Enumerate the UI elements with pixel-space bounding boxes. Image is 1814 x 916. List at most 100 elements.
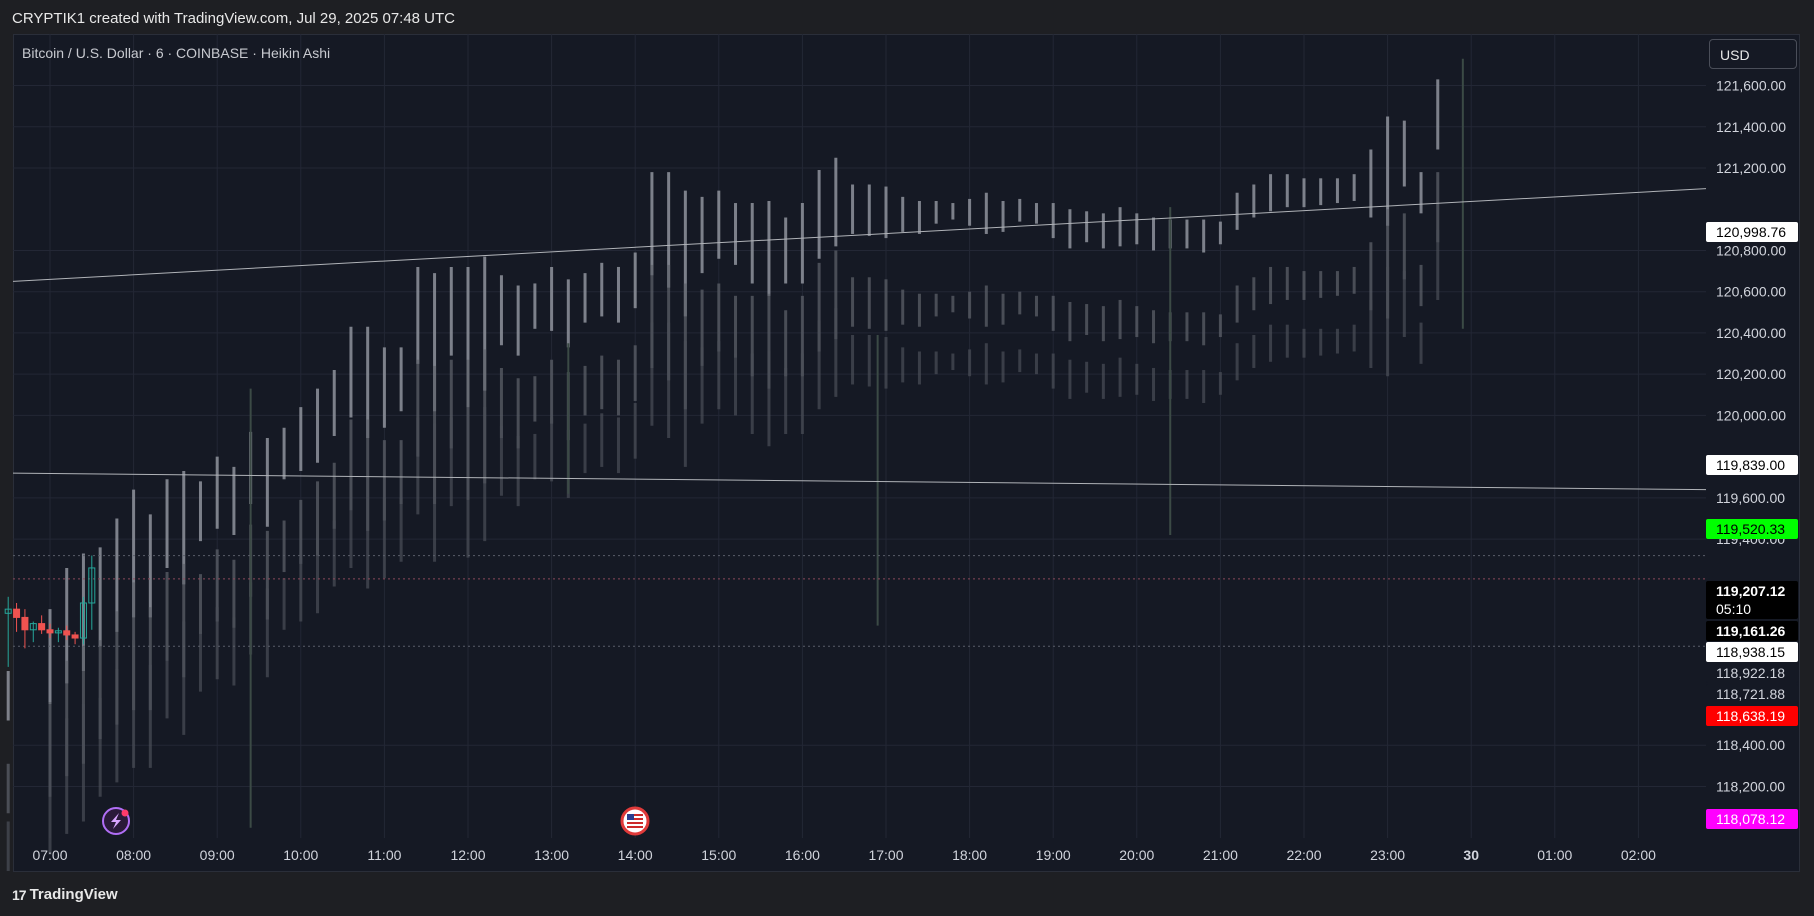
time-tick-label: 15:00 <box>701 847 736 863</box>
price-tag: 118,922.18 <box>1706 663 1798 683</box>
candle <box>46 623 54 639</box>
event-markers <box>102 806 650 836</box>
price-tag-box <box>1706 642 1798 662</box>
time-tick-label: 10:00 <box>283 847 318 863</box>
candle-body <box>54 630 62 634</box>
time-tick-label: 07:00 <box>32 847 67 863</box>
price-tick-label: 120,000.00 <box>1716 407 1786 423</box>
price-tag-box <box>1706 222 1798 242</box>
time-axis: 07:00 08:00 09:00 10:00 11:00 12:00 13:00 14:00… <box>32 847 1656 863</box>
lightning-event-icon[interactable] <box>102 807 130 835</box>
price-tick-label: 120,800.00 <box>1716 242 1786 258</box>
price-tag-box <box>1706 663 1798 683</box>
price-tag: 118,638.19 <box>1706 706 1798 726</box>
candle <box>29 621 37 643</box>
candle-body <box>88 567 96 604</box>
price-tag-label: 119,520.33 <box>1716 521 1785 537</box>
time-tick-label: 17:00 <box>868 847 903 863</box>
tradingview-logo[interactable]: 17 TradingView <box>12 886 118 903</box>
price-tick-label: 120,600.00 <box>1716 284 1786 300</box>
candle-body <box>79 602 87 639</box>
candle <box>79 596 87 645</box>
faint-wicks <box>249 58 1464 828</box>
candle-body <box>63 630 71 636</box>
price-tag-label: 118,078.12 <box>1716 811 1785 827</box>
time-tick-label: 21:00 <box>1203 847 1238 863</box>
price-tag-label: 120,998.76 <box>1716 224 1786 240</box>
symbol-title: Bitcoin / U.S. Dollar · 6 · COINBASE · H… <box>22 45 331 61</box>
price-tick-label: 119,600.00 <box>1716 490 1785 506</box>
price-tag: 118,078.12 <box>1706 809 1798 829</box>
time-tick-label: 30 <box>1463 847 1479 863</box>
price-tag: 119,161.26 <box>1706 621 1798 641</box>
candle <box>54 627 62 643</box>
candle <box>63 625 71 641</box>
time-tick-label: 20:00 <box>1119 847 1154 863</box>
price-tag: 119,520.33 <box>1706 519 1798 539</box>
trendline <box>12 472 1707 491</box>
price-tag-label: 118,638.19 <box>1716 708 1785 724</box>
price-tags: 120,998.76 119,839.00 119,520.33 119,207.12… <box>1706 222 1798 829</box>
time-tick-label: 18:00 <box>952 847 987 863</box>
price-tick-label: 118,200.00 <box>1716 778 1785 794</box>
dotted-levels <box>13 555 1706 647</box>
price-tag-box <box>1706 621 1798 641</box>
us-flag-event-icon[interactable] <box>620 806 650 836</box>
price-tag-box <box>1706 809 1798 829</box>
price-tag-box <box>1706 706 1798 726</box>
tradingview-logo-icon: 17 <box>12 886 27 903</box>
ghost-bars <box>6 79 1440 871</box>
time-tick-label: 11:00 <box>367 847 401 863</box>
price-tag: 119,839.00 <box>1706 455 1798 475</box>
attribution-text: CRYPTIK1 created with TradingView.com, J… <box>12 10 456 27</box>
time-tick-label: 09:00 <box>200 847 235 863</box>
price-tag: 120,998.76 <box>1706 222 1798 242</box>
price-tag-label: 118,922.18 <box>1716 665 1785 681</box>
candle <box>4 596 12 667</box>
chart-frame[interactable] <box>13 34 1800 872</box>
price-tag: 118,938.15 <box>1706 642 1798 662</box>
price-tag-box <box>1706 581 1798 619</box>
price-tag: 118,721.88 <box>1706 684 1798 704</box>
time-tick-label: 13:00 <box>534 847 569 863</box>
price-tick-label: 121,600.00 <box>1716 78 1786 94</box>
price-tick-label: 120,200.00 <box>1716 366 1786 382</box>
price-tag-label: 119,207.12 <box>1716 583 1786 599</box>
time-tick-label: 02:00 <box>1621 847 1656 863</box>
time-tick-label: 01:00 <box>1537 847 1572 863</box>
candle-body <box>21 616 29 631</box>
currency-selector-button[interactable]: USD <box>1709 39 1797 69</box>
price-tick-label: 120,400.00 <box>1716 325 1786 341</box>
price-tick-label: 121,200.00 <box>1716 160 1786 176</box>
price-tag-label: 119,161.26 <box>1716 623 1786 639</box>
time-tick-label: 12:00 <box>450 847 485 863</box>
candle <box>38 615 46 634</box>
candle <box>71 631 79 645</box>
candle-body <box>71 634 79 639</box>
candles <box>4 555 96 667</box>
candle <box>88 555 96 630</box>
time-tick-label: 16:00 <box>785 847 820 863</box>
candle-body <box>4 608 12 614</box>
price-tick-label: 121,400.00 <box>1716 119 1786 135</box>
candle <box>13 602 21 632</box>
time-tick-label: 23:00 <box>1370 847 1405 863</box>
price-tag-box <box>1706 684 1798 704</box>
price-tick-label: 118,400.00 <box>1716 737 1785 753</box>
candle-body <box>29 623 37 631</box>
tradingview-logo-text: TradingView <box>29 886 118 903</box>
price-tag-label: 119,839.00 <box>1716 457 1785 473</box>
price-tag: 119,207.12 05:10 <box>1706 581 1798 619</box>
price-tag-box <box>1706 519 1798 539</box>
candle-body <box>46 629 54 634</box>
time-tick-label: 08:00 <box>116 847 151 863</box>
price-tag-label: 118,938.15 <box>1716 644 1785 660</box>
time-tick-label: 14:00 <box>618 847 653 863</box>
time-tick-label: 19:00 <box>1036 847 1071 863</box>
price-tag-box <box>1706 455 1798 475</box>
grid-lines <box>13 34 1706 838</box>
trendlines <box>12 188 1707 491</box>
trendline <box>12 188 1707 282</box>
candle-body <box>38 623 46 631</box>
